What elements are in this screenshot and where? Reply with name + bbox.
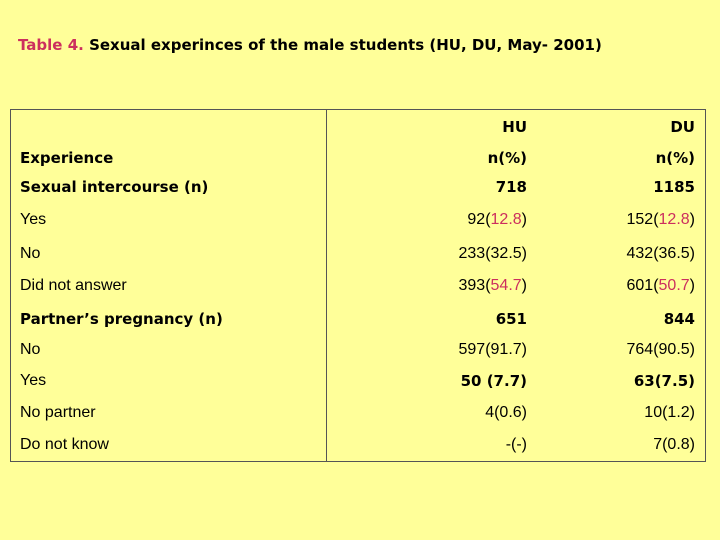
du-value: 432(36.5) bbox=[626, 245, 696, 262]
table-row: Partner’s pregnancy (n) 651 844 bbox=[11, 307, 705, 331]
du-value: 764(90.5) bbox=[626, 341, 696, 358]
table-title: Table 4. Sexual experinces of the male s… bbox=[18, 36, 602, 54]
column-divider bbox=[326, 110, 327, 461]
hu-value: 651 bbox=[495, 310, 527, 328]
highlighted-percent: 12.8 bbox=[658, 211, 690, 228]
column-header-du: DU bbox=[670, 118, 695, 136]
highlighted-percent: 12.8 bbox=[490, 211, 522, 228]
table-row: No partner 4(0.6) 10(1.2) bbox=[11, 401, 705, 425]
hu-value: 4(0.6) bbox=[485, 404, 527, 421]
hu-value: 718 bbox=[495, 178, 527, 196]
row-label: Yes bbox=[20, 211, 47, 228]
du-value: 152(12.8) bbox=[626, 211, 696, 228]
table-row: No 597(91.7) 764(90.5) bbox=[11, 338, 705, 362]
hu-value: 92(12.8) bbox=[467, 211, 527, 228]
table-row: Yes 92(12.8) 152(12.8) bbox=[11, 208, 705, 232]
data-table: HU DU Experience n(%) n(%) Sexual interc… bbox=[10, 109, 706, 462]
du-value: n(%) bbox=[655, 149, 695, 167]
hu-value: 50 (7.7) bbox=[460, 372, 527, 390]
row-label: No bbox=[20, 245, 41, 262]
row-label: No partner bbox=[20, 404, 96, 421]
row-label: Sexual intercourse (n) bbox=[20, 178, 209, 196]
table-row: Do not know -(-) 7(0.8) bbox=[11, 433, 705, 457]
du-value: 844 bbox=[663, 310, 695, 328]
du-value: 63(7.5) bbox=[633, 372, 695, 390]
row-label: Partner’s pregnancy (n) bbox=[20, 310, 223, 328]
hu-value: -(-) bbox=[505, 436, 527, 453]
highlighted-percent: 54.7 bbox=[490, 277, 522, 294]
column-header-hu: HU bbox=[502, 118, 527, 136]
header-row: HU DU bbox=[11, 115, 705, 139]
table-row: Sexual intercourse (n) 718 1185 bbox=[11, 175, 705, 199]
row-label: No bbox=[20, 341, 41, 358]
row-label: Experience bbox=[20, 149, 114, 167]
row-label: Do not know bbox=[20, 436, 109, 453]
hu-value: n(%) bbox=[487, 149, 527, 167]
hu-value: 233(32.5) bbox=[458, 245, 528, 262]
table-row: Experience n(%) n(%) bbox=[11, 146, 705, 170]
du-value: 10(1.2) bbox=[644, 404, 695, 421]
table-caption: Sexual experinces of the male students (… bbox=[83, 36, 602, 54]
highlighted-percent: 50.7 bbox=[658, 277, 690, 294]
table-row: Did not answer 393(54.7) 601(50.7) bbox=[11, 274, 705, 298]
row-label: Yes bbox=[20, 372, 47, 389]
hu-value: 597(91.7) bbox=[458, 341, 528, 358]
table-row: Yes 50 (7.7) 63(7.5) bbox=[11, 369, 705, 393]
hu-value: 393(54.7) bbox=[458, 277, 528, 294]
table-number: Table 4. bbox=[18, 36, 84, 54]
du-value: 601(50.7) bbox=[626, 277, 696, 294]
row-label: Did not answer bbox=[20, 277, 127, 294]
du-value: 7(0.8) bbox=[653, 436, 695, 453]
table-row: No 233(32.5) 432(36.5) bbox=[11, 242, 705, 266]
du-value: 1185 bbox=[653, 178, 695, 196]
